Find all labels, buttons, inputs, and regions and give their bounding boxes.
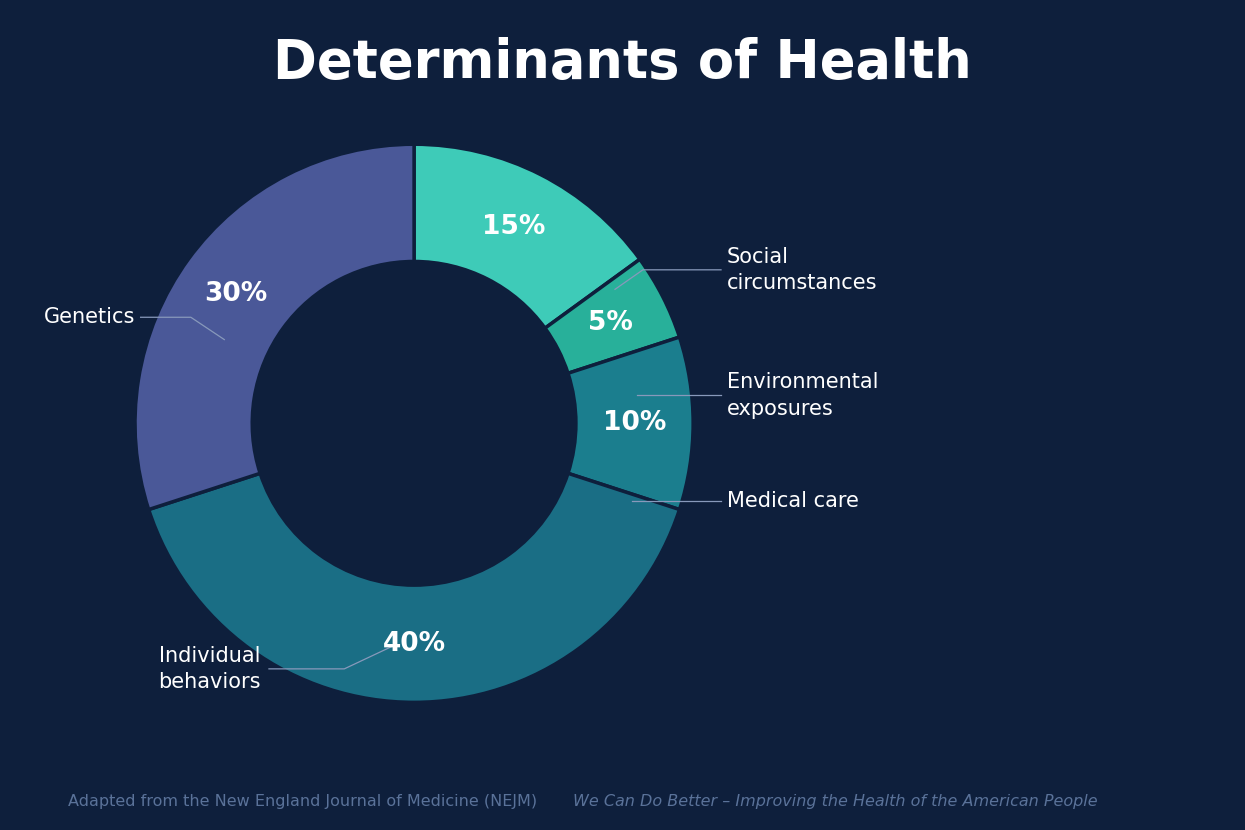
Wedge shape bbox=[415, 144, 640, 328]
Text: 40%: 40% bbox=[382, 631, 446, 657]
Text: 30%: 30% bbox=[204, 281, 268, 307]
Text: Environmental
exposures: Environmental exposures bbox=[727, 372, 878, 418]
Wedge shape bbox=[148, 473, 680, 702]
Text: Adapted from the New England Journal of Medicine (NEJM): Adapted from the New England Journal of … bbox=[68, 794, 543, 809]
Text: We Can Do Better – Improving the Health of the American People: We Can Do Better – Improving the Health … bbox=[573, 794, 1097, 809]
Text: Medical care: Medical care bbox=[727, 491, 859, 511]
Text: 5%: 5% bbox=[588, 310, 632, 336]
Wedge shape bbox=[134, 144, 415, 510]
Text: 10%: 10% bbox=[603, 410, 666, 437]
Text: Social
circumstances: Social circumstances bbox=[727, 247, 878, 293]
Text: 15%: 15% bbox=[483, 214, 545, 240]
Text: Genetics: Genetics bbox=[44, 307, 134, 327]
Wedge shape bbox=[545, 259, 680, 374]
Wedge shape bbox=[568, 337, 693, 510]
Text: Determinants of Health: Determinants of Health bbox=[273, 37, 972, 90]
Text: Individual
behaviors: Individual behaviors bbox=[158, 646, 260, 692]
